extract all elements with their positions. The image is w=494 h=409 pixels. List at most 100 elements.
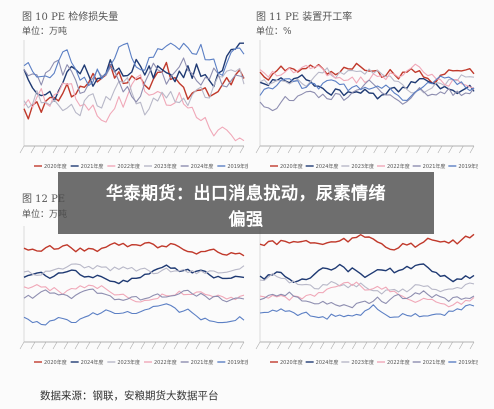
x-tick — [352, 145, 357, 154]
legend-label: 2020年度 — [280, 359, 303, 366]
x-tick — [228, 341, 234, 350]
x-tick — [330, 145, 336, 154]
x-tick — [469, 341, 475, 350]
x-tick — [384, 145, 389, 154]
series-line — [23, 61, 245, 120]
chart-svg: 2020年度 2024年度 2023年度 2022年度 2021年度 2019年度 — [19, 226, 248, 366]
series-line — [23, 74, 245, 142]
panel-unit: 单位：万吨 — [22, 210, 68, 220]
series-line — [23, 288, 245, 303]
legend-label: 2021年度 — [423, 359, 446, 366]
x-tick — [151, 145, 157, 154]
legend-label: 2022年度 — [117, 163, 140, 170]
x-tick — [319, 145, 325, 154]
plot-area — [255, 226, 475, 350]
x-tick — [63, 341, 69, 350]
x-tick — [459, 341, 464, 350]
x-tick — [30, 341, 36, 350]
x-tick — [184, 145, 190, 154]
x-tick — [373, 341, 378, 350]
series-line — [259, 273, 475, 295]
plot-area — [19, 226, 245, 350]
x-tick — [85, 341, 91, 350]
x-tick — [459, 145, 464, 154]
x-tick — [19, 341, 25, 350]
legend: 2020年度 2024年度 2023年度 2022年度 2021年度 2019年度 — [270, 359, 478, 366]
series-line — [23, 264, 245, 285]
x-tick — [426, 341, 432, 350]
x-tick — [426, 145, 432, 154]
panel-title: 图 10 PE 检修损失量 — [22, 12, 119, 23]
legend-label: 2023年度 — [351, 163, 374, 170]
x-tick — [239, 145, 245, 154]
x-tick — [469, 145, 475, 154]
headline-line-2: 偏强 — [228, 210, 264, 230]
legend-label: 2021年度 — [191, 359, 214, 366]
x-tick — [118, 145, 124, 154]
x-tick — [255, 145, 261, 154]
x-tick — [255, 341, 261, 350]
x-tick — [107, 145, 113, 154]
legend-label: 2024年度 — [316, 163, 339, 170]
x-tick — [330, 341, 336, 350]
series-line — [23, 67, 245, 117]
x-tick — [162, 145, 168, 154]
legend: 2020年度 2024年度 2023年度 2022年度 2021年度 2019年度 — [34, 359, 248, 366]
x-tick — [309, 145, 314, 154]
x-tick — [239, 341, 245, 350]
legend-label: 2023年度 — [117, 359, 140, 366]
x-tick — [217, 145, 223, 154]
x-tick — [448, 341, 453, 350]
x-tick — [195, 341, 201, 350]
legend-label: 2023年度 — [351, 359, 374, 366]
series-line — [259, 74, 475, 100]
x-tick — [173, 145, 179, 154]
x-tick — [184, 341, 190, 350]
x-tick — [266, 145, 271, 154]
x-tick — [118, 341, 124, 350]
panel-title: 图 12 PE — [22, 194, 66, 205]
series-line — [259, 233, 475, 251]
legend-label: 2020年度 — [44, 163, 67, 170]
chart-svg: 2020年度 2024年度 2023年度 2022年度 2021年度 2019年度 — [255, 226, 478, 366]
x-tick — [277, 145, 282, 154]
x-tick — [405, 145, 411, 154]
x-tick — [96, 145, 102, 154]
x-tick — [319, 341, 325, 350]
x-tick — [41, 145, 47, 154]
plot-area — [255, 40, 475, 154]
chart-svg: 2020年度 2021年度 2022年度 2023年度 2024年度 2019年度 — [19, 40, 248, 170]
x-tick — [394, 341, 400, 350]
x-tick — [266, 341, 271, 350]
line-chart: 2020年度 2024年度 2023年度 2022年度 2021年度 2019年度 — [254, 222, 478, 372]
legend-label: 2019年度 — [458, 163, 478, 170]
series-line — [23, 241, 245, 257]
chart-svg: 2020年度 2024年度 2023年度 2022年度 2021年度 2019年度 — [255, 40, 478, 170]
x-tick — [341, 145, 346, 154]
x-tick — [140, 145, 146, 154]
x-tick — [52, 341, 58, 350]
x-tick — [416, 145, 421, 154]
x-tick — [85, 145, 91, 154]
series-line — [259, 67, 475, 94]
x-tick — [30, 145, 36, 154]
series-line — [23, 263, 245, 276]
legend: 2020年度 2021年度 2022年度 2023年度 2024年度 2019年度 — [34, 163, 248, 170]
legend-label: 2019年度 — [227, 163, 248, 170]
x-tick — [437, 341, 443, 350]
headline-banner[interactable]: 华泰期货：出口消息扰动，尿素情绪 偏强 — [58, 172, 434, 234]
x-tick — [405, 341, 411, 350]
x-tick — [19, 145, 25, 154]
x-tick — [162, 341, 168, 350]
x-tick — [228, 145, 234, 154]
panel-title: 图 11 PE 装置开工率 — [256, 12, 353, 23]
x-tick — [416, 341, 421, 350]
x-tick — [217, 341, 223, 350]
series-line — [259, 263, 475, 283]
x-tick — [373, 145, 378, 154]
series-line — [23, 284, 245, 303]
legend-label: 2024年度 — [191, 163, 214, 170]
x-tick — [362, 145, 368, 154]
x-tick — [74, 341, 80, 350]
